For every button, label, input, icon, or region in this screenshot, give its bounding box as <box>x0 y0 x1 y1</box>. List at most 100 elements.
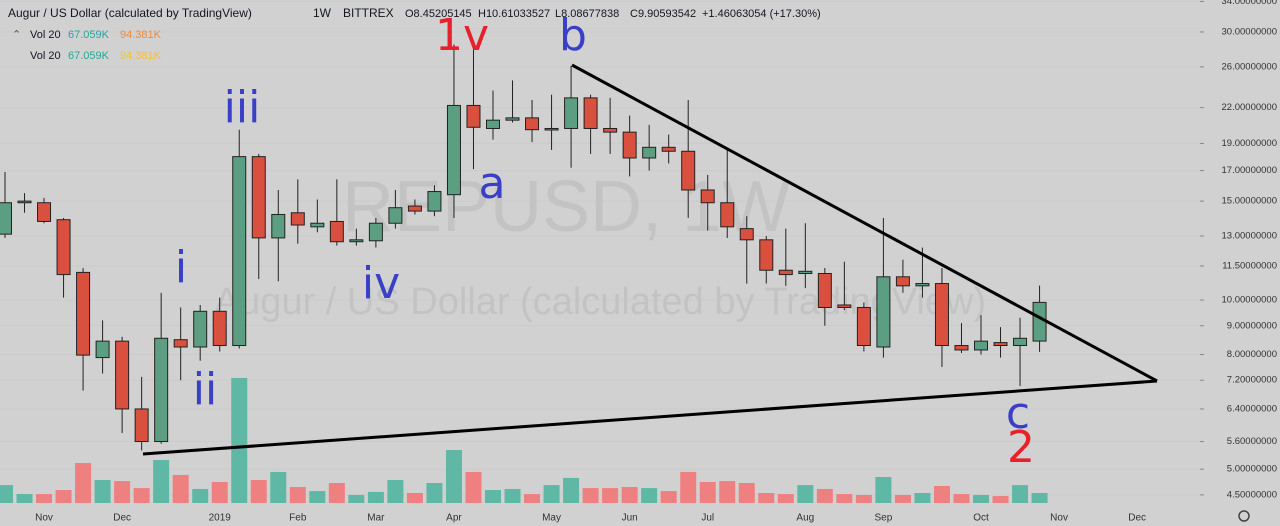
candle-body <box>622 131 637 159</box>
candle-body <box>1013 337 1028 347</box>
volume-bar <box>680 471 697 503</box>
y-tick-label: 6.40000000 <box>1227 403 1277 414</box>
legend-value: 94.381K <box>120 29 162 41</box>
candle-body <box>544 127 559 131</box>
x-tick-label: Aug <box>796 513 814 524</box>
candle-body <box>915 283 930 287</box>
settings-icon[interactable] <box>1238 510 1250 522</box>
volume-bar <box>836 494 853 503</box>
candle-body <box>603 127 618 133</box>
candle-body <box>349 239 364 243</box>
candle-body <box>232 156 247 347</box>
candle-body <box>583 97 598 129</box>
y-tick-label: 26.00000000 <box>1222 61 1277 72</box>
volume-bar <box>504 488 521 503</box>
candle-body <box>329 220 344 243</box>
candle-body <box>37 202 52 222</box>
ohlc-open: O8.45205145 <box>405 8 472 20</box>
y-tick-label: 7.20000000 <box>1227 375 1277 386</box>
candle-body <box>388 207 403 224</box>
candle-body <box>115 340 130 410</box>
volume-bar <box>719 481 736 503</box>
candle-body <box>290 212 305 226</box>
y-tick-label: 17.00000000 <box>1222 165 1277 176</box>
candle-body <box>934 283 949 347</box>
candle-body <box>407 205 422 212</box>
volume-bar <box>621 487 638 503</box>
volume-bar <box>289 487 306 503</box>
volume-bar <box>231 377 248 503</box>
volume-bar <box>153 460 170 503</box>
candle-body <box>486 119 500 129</box>
candle-body <box>700 189 715 204</box>
x-tick-label: May <box>542 513 561 524</box>
volume-bar <box>114 481 131 503</box>
y-tick-label: 34.00000000 <box>1222 0 1277 7</box>
annotation: 2 <box>1007 422 1035 473</box>
collapse-icon[interactable]: ⌃ <box>12 29 21 41</box>
trend-line <box>571 63 1158 383</box>
y-tick-label: 10.00000000 <box>1222 295 1277 306</box>
candle-body <box>954 345 969 351</box>
x-tick-label: Mar <box>367 513 385 524</box>
volume-bar <box>543 485 560 503</box>
candle-body <box>876 276 891 348</box>
candle-body <box>17 200 32 204</box>
candle-body <box>837 304 852 308</box>
volume-bar <box>875 477 892 503</box>
candle-body <box>56 219 71 276</box>
y-tick-label: 30.00000000 <box>1222 26 1277 37</box>
candle-body <box>798 270 813 274</box>
x-tick-label: Jun <box>622 513 638 524</box>
volume-bar <box>309 491 326 503</box>
candle-body <box>446 104 461 196</box>
candle-body <box>993 342 1008 347</box>
volume-bar <box>465 471 482 503</box>
x-tick-label: Nov <box>35 513 53 524</box>
candle-body <box>661 146 676 152</box>
volume-bar <box>250 480 267 503</box>
volume-bar <box>973 494 989 503</box>
volume-bar <box>797 485 814 503</box>
candle-body <box>0 202 12 235</box>
candle-body <box>759 239 774 271</box>
volume-bar <box>328 483 345 503</box>
candle-body <box>212 310 227 347</box>
candle-body <box>642 146 657 159</box>
candle-body <box>974 340 988 351</box>
x-tick-label: Dec <box>1128 513 1146 524</box>
volume-bar <box>1012 485 1029 503</box>
x-tick-label: Apr <box>446 513 462 524</box>
x-tick-label: Oct <box>973 513 989 524</box>
candle-body <box>95 340 110 359</box>
annotation: b <box>559 10 587 61</box>
candle-body <box>368 222 383 242</box>
volume-bar <box>270 471 287 503</box>
ohlc-high: H10.61033527 <box>478 8 550 20</box>
volume-bar <box>660 491 677 503</box>
y-tick-label: 9.00000000 <box>1227 320 1277 331</box>
time-axis: Nov Dec 2019 Feb Mar Apr May Jun Jul Aug Sep Oct Nov… <box>35 513 1146 524</box>
x-tick-label: Dec <box>113 513 131 524</box>
candle-body <box>505 117 520 121</box>
volume-bar <box>953 494 970 503</box>
y-tick-label: 19.00000000 <box>1222 138 1277 149</box>
y-tick-label: 5.60000000 <box>1227 436 1277 447</box>
volume-bar <box>445 450 462 503</box>
candle-body <box>173 339 188 348</box>
legend-label: Vol 20 <box>30 50 61 62</box>
volume-bar <box>406 493 423 503</box>
x-tick-label: Jul <box>701 513 714 524</box>
interval: 1W <box>313 6 332 20</box>
annotation: iii <box>224 82 261 133</box>
y-tick-label: 11.50000000 <box>1222 260 1277 271</box>
volume-bar <box>348 494 365 503</box>
candles <box>0 40 1047 451</box>
candle-body <box>739 228 754 241</box>
x-tick-label: Feb <box>289 513 307 524</box>
volume-bar <box>172 474 189 503</box>
y-tick-label: 5.00000000 <box>1227 464 1277 475</box>
volume-bar <box>641 488 658 503</box>
volume-bar <box>914 493 931 503</box>
